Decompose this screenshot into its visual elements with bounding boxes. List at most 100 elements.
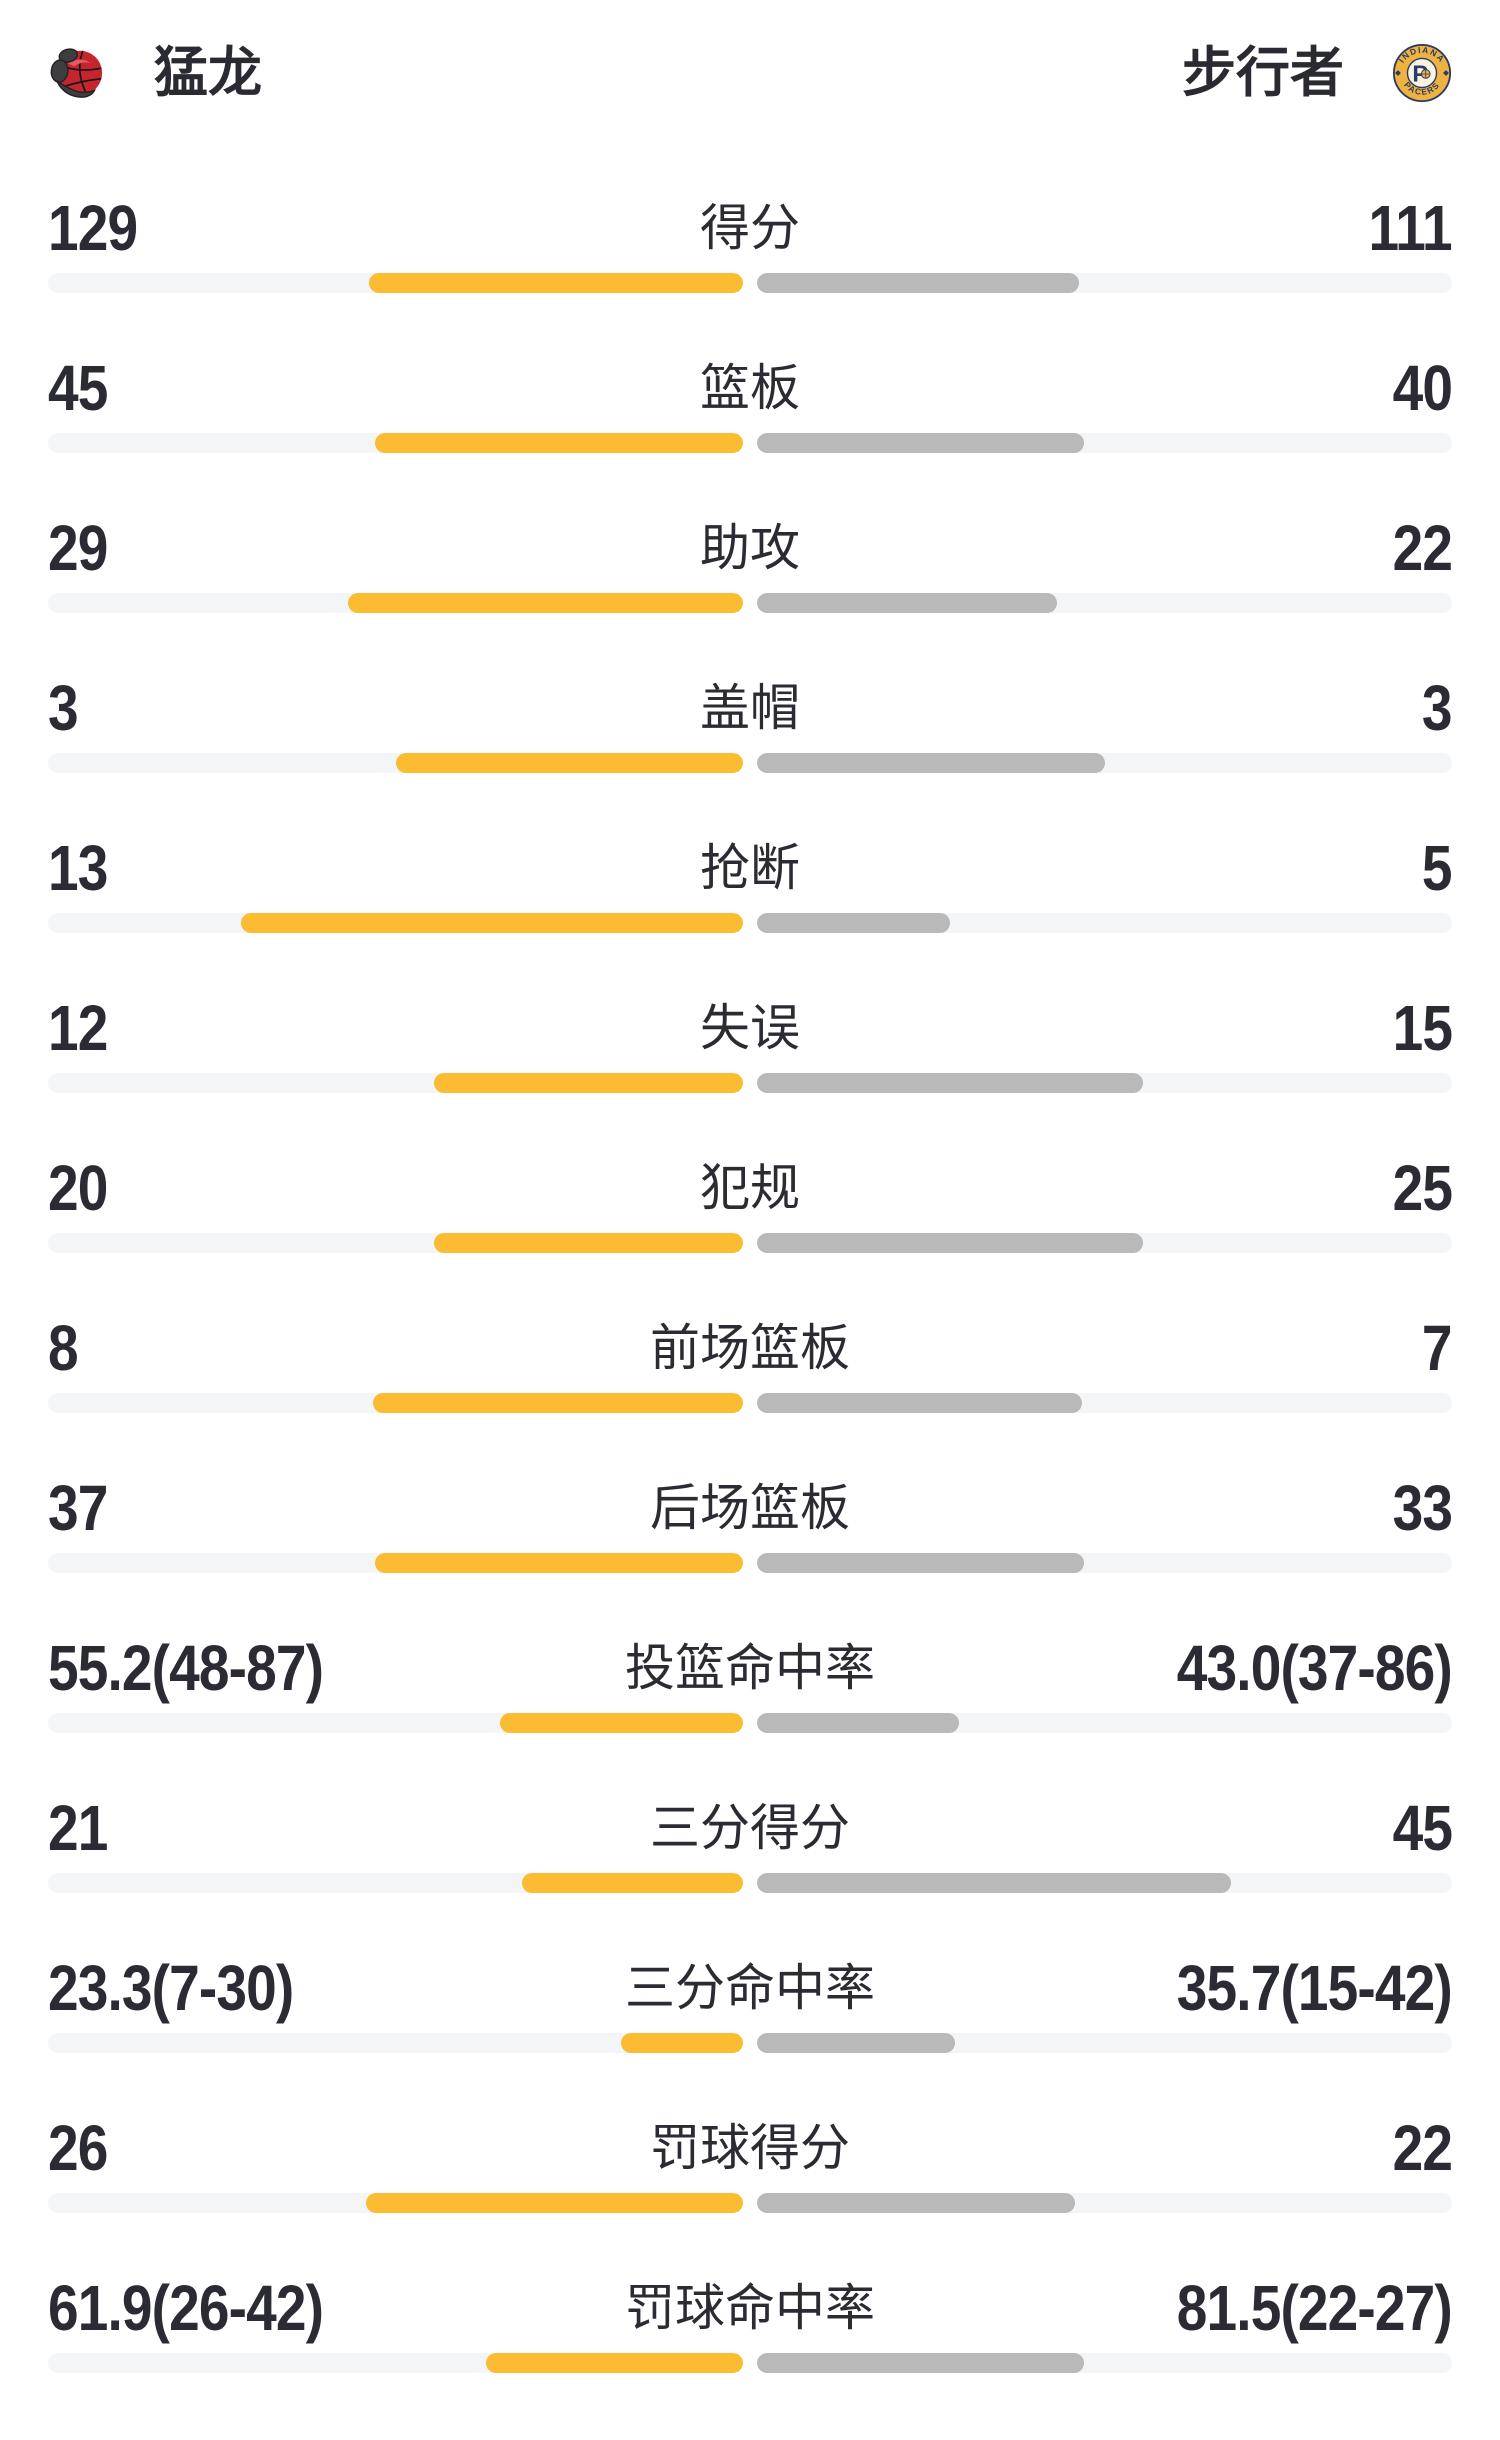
away-stat-value: 45 xyxy=(1392,1792,1452,1864)
away-bar-fill xyxy=(757,1073,1144,1093)
home-stat-value: 8 xyxy=(48,1312,79,1384)
stat-row: 29 助攻 22 xyxy=(48,512,1453,613)
stat-values-line: 26 罚球得分 22 xyxy=(48,2112,1453,2184)
home-stat-value: 45 xyxy=(48,352,108,424)
home-bar-fill xyxy=(395,753,743,773)
away-stat-value: 43.0(37-86) xyxy=(1176,1632,1453,1704)
away-stat-value: 22 xyxy=(1392,512,1452,584)
home-bar-track xyxy=(48,753,743,773)
home-bar-track xyxy=(48,1073,743,1093)
stat-values-line: 3 盖帽 3 xyxy=(48,672,1453,744)
home-bar-fill xyxy=(241,913,743,933)
svg-text:P: P xyxy=(1412,60,1428,86)
stat-bars xyxy=(48,2033,1452,2053)
stat-values-line: 129 得分 111 xyxy=(48,192,1453,264)
home-bar-track xyxy=(48,2353,743,2373)
stat-label: 犯规 xyxy=(700,1160,800,1216)
away-bar-track xyxy=(757,2353,1452,2373)
stat-row: 8 前场篮板 7 xyxy=(48,1312,1453,1413)
stat-bars xyxy=(48,1393,1452,1413)
home-bar-track xyxy=(48,433,743,453)
stat-values-line: 55.2(48-87) 投篮命中率 43.0(37-86) xyxy=(48,1632,1453,1704)
away-stat-value: 40 xyxy=(1392,352,1452,424)
stat-bars xyxy=(48,913,1452,933)
home-bar-track xyxy=(48,1713,743,1733)
stat-label: 盖帽 xyxy=(700,680,800,736)
away-bar-fill xyxy=(757,593,1057,613)
stat-values-line: 37 后场篮板 33 xyxy=(48,1472,1453,1544)
away-bar-fill xyxy=(757,1553,1085,1573)
stat-bars xyxy=(48,1073,1452,1093)
away-bar-fill xyxy=(757,2353,1084,2373)
stat-label: 失误 xyxy=(700,1000,800,1056)
home-bar-track xyxy=(48,1233,743,1253)
home-bar-fill xyxy=(434,1233,743,1253)
away-team-header: 步行者 INDIANA PACERS P xyxy=(1182,40,1452,106)
home-bar-track xyxy=(48,1873,743,1893)
home-bar-track xyxy=(48,2033,743,2053)
stat-label: 三分得分 xyxy=(650,1800,850,1856)
away-stat-value: 5 xyxy=(1422,832,1453,904)
home-stat-value: 23.3(7-30) xyxy=(48,1952,294,2024)
away-bar-track xyxy=(757,753,1452,773)
stat-label: 三分命中率 xyxy=(625,1960,875,2016)
stat-bars xyxy=(48,1873,1452,1893)
stat-bars xyxy=(48,2353,1452,2373)
stat-values-line: 23.3(7-30) 三分命中率 35.7(15-42) xyxy=(48,1952,1453,2024)
stat-values-line: 29 助攻 22 xyxy=(48,512,1453,584)
stat-values-line: 61.9(26-42) 罚球命中率 81.5(22-27) xyxy=(48,2272,1453,2344)
home-stat-value: 3 xyxy=(48,672,79,744)
away-stat-value: 25 xyxy=(1392,1152,1452,1224)
home-bar-track xyxy=(48,273,743,293)
stat-values-line: 12 失误 15 xyxy=(48,992,1453,1064)
stat-label: 篮板 xyxy=(700,360,800,416)
home-stat-value: 12 xyxy=(48,992,108,1064)
away-stat-value: 81.5(22-27) xyxy=(1176,2272,1453,2344)
stat-bars xyxy=(48,593,1452,613)
away-stat-value: 7 xyxy=(1422,1312,1453,1384)
match-stats-panel: 猛龙 步行者 INDIANA PACERS P xyxy=(0,40,1500,2373)
stat-row: 13 抢断 5 xyxy=(48,832,1453,933)
home-team-name: 猛龙 xyxy=(154,43,262,103)
stat-values-line: 20 犯规 25 xyxy=(48,1152,1453,1224)
away-stat-value: 15 xyxy=(1392,992,1452,1064)
home-bar-track xyxy=(48,1393,743,1413)
stat-values-line: 8 前场篮板 7 xyxy=(48,1312,1453,1384)
stat-values-line: 21 三分得分 45 xyxy=(48,1792,1453,1864)
away-stat-value: 22 xyxy=(1392,2112,1452,2184)
away-bar-track xyxy=(757,1553,1452,1573)
away-stat-value: 35.7(15-42) xyxy=(1176,1952,1453,2024)
away-bar-track xyxy=(757,273,1452,293)
stat-row: 20 犯规 25 xyxy=(48,1152,1453,1253)
stat-label: 投篮命中率 xyxy=(625,1640,875,1696)
home-stat-value: 37 xyxy=(48,1472,108,1544)
stat-row: 61.9(26-42) 罚球命中率 81.5(22-27) xyxy=(48,2272,1453,2373)
stat-bars xyxy=(48,1233,1452,1253)
teams-header: 猛龙 步行者 INDIANA PACERS P xyxy=(48,40,1452,106)
home-stat-value: 61.9(26-42) xyxy=(48,2272,324,2344)
home-bar-track xyxy=(48,593,743,613)
away-bar-track xyxy=(757,2033,1452,2053)
away-bar-track xyxy=(757,1393,1452,1413)
home-bar-fill xyxy=(621,2033,743,2053)
away-stat-value: 3 xyxy=(1422,672,1453,744)
svg-text:PACERS: PACERS xyxy=(1402,80,1442,97)
stat-row: 55.2(48-87) 投篮命中率 43.0(37-86) xyxy=(48,1632,1453,1733)
away-bar-track xyxy=(757,433,1452,453)
stat-row: 129 得分 111 xyxy=(48,192,1453,293)
away-bar-track xyxy=(757,1873,1452,1893)
away-stat-value: 111 xyxy=(1368,192,1453,264)
stats-list: 129 得分 111 45 篮板 40 xyxy=(48,192,1453,2373)
stat-values-line: 13 抢断 5 xyxy=(48,832,1453,904)
stat-row: 3 盖帽 3 xyxy=(48,672,1453,773)
stat-label: 助攻 xyxy=(700,520,800,576)
away-bar-fill xyxy=(757,2193,1076,2213)
home-bar-track xyxy=(48,1553,743,1573)
home-bar-fill xyxy=(372,1393,743,1413)
away-bar-fill xyxy=(757,753,1105,773)
home-bar-fill xyxy=(369,273,743,293)
home-team-header: 猛龙 xyxy=(48,40,262,106)
stat-row: 37 后场篮板 33 xyxy=(48,1472,1453,1573)
stat-row: 26 罚球得分 22 xyxy=(48,2112,1453,2213)
away-bar-track xyxy=(757,913,1452,933)
